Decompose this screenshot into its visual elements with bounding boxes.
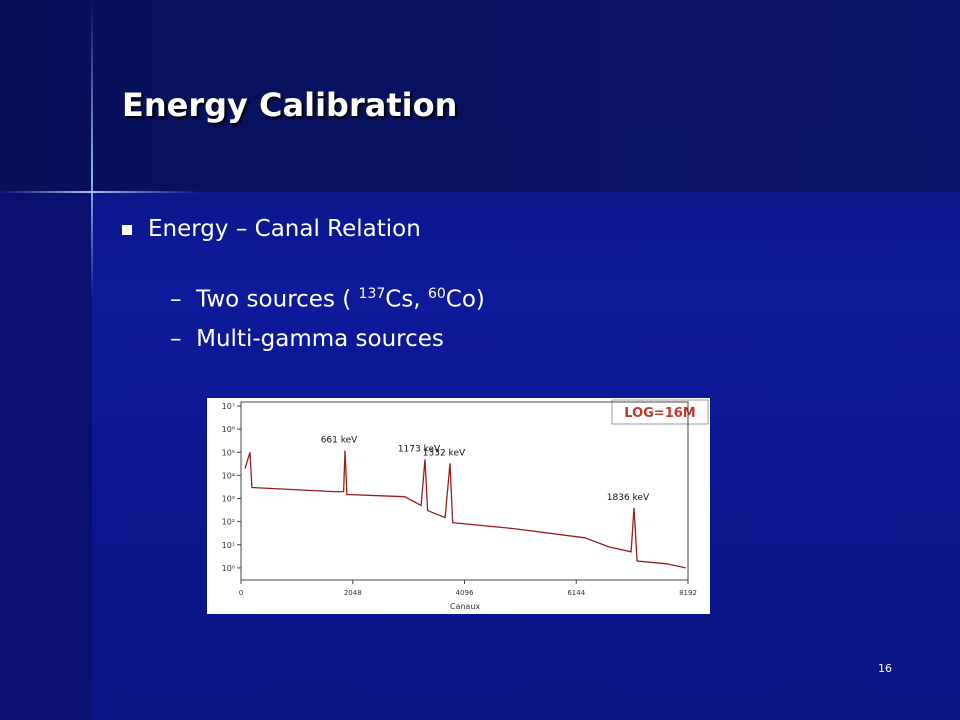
superscript: 137 (358, 286, 386, 302)
peak-label: 1836 keV (607, 493, 650, 503)
y-tick-label: 10⁴ (222, 471, 235, 480)
header-band (0, 0, 960, 192)
x-tick-label: 8192 (679, 589, 697, 597)
x-axis-label: Canaux (450, 602, 481, 611)
spectrum-line (244, 450, 686, 569)
text: Co) (445, 286, 485, 313)
flare (0, 191, 200, 193)
x-tick-label: 2048 (344, 589, 362, 597)
y-tick-label: 10⁵ (222, 448, 235, 457)
chart-background (207, 398, 710, 614)
y-tick-label: 10² (222, 518, 235, 527)
y-tick-label: 10³ (222, 495, 235, 504)
text: Cs, (385, 286, 428, 313)
x-tick-label: 6144 (567, 589, 585, 597)
peak-label: 1332 keV (423, 448, 466, 458)
bullet: Energy – Canal Relation (122, 216, 421, 242)
flare (91, 0, 93, 300)
x-tick-label: 0 (239, 589, 243, 597)
peak-label: 661 keV (321, 435, 358, 445)
sub-item: – Two sources ( 137Cs, 60Co) (170, 286, 485, 313)
y-tick-label: 10⁶ (222, 425, 235, 434)
y-tick-label: 10¹ (222, 541, 235, 550)
text: Two sources ( (196, 286, 359, 313)
sub-item: – Multi-gamma sources (170, 326, 444, 352)
text: Multi-gamma sources (196, 326, 444, 352)
page-number: 16 (878, 662, 892, 675)
y-tick-label: 10⁷ (222, 402, 235, 411)
side-band (0, 192, 92, 720)
corner-label: LOG=16M (624, 406, 695, 421)
corner-box (611, 399, 709, 425)
peak-label: 1173 keV (398, 444, 441, 454)
superscript: 60 (427, 286, 446, 302)
y-tick-label: 10⁰ (222, 564, 235, 573)
slide-title: Energy Calibration (122, 86, 458, 124)
x-tick-label: 4096 (456, 589, 474, 597)
bullet-text: Energy – Canal Relation (148, 216, 421, 242)
